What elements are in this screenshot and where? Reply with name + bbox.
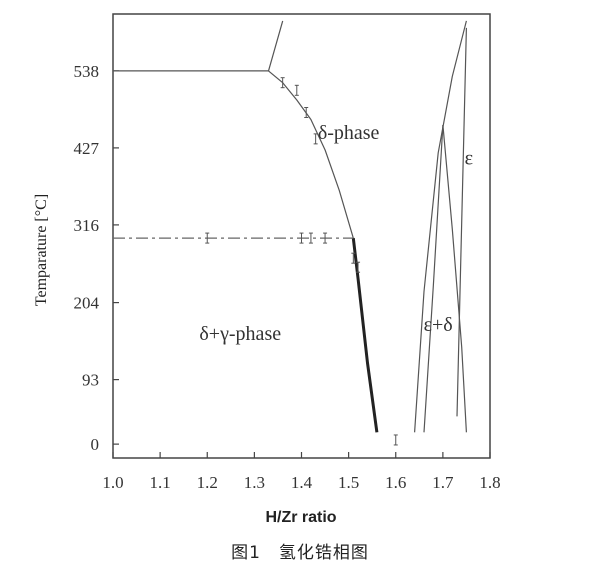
data-point: [323, 232, 328, 244]
y-tick-label: 204: [74, 294, 100, 313]
y-axis-ticks: 0 93 204 316 427 538: [74, 62, 119, 454]
region-label-delta-gamma-phase: δ+γ-phase: [199, 323, 281, 345]
series-delta-boundary-lower: [351, 237, 379, 433]
x-tick-label: 1.1: [150, 473, 171, 492]
x-tick-label: 1.5: [338, 473, 359, 492]
region-labels-layer: δ-phase δ+γ-phase ε+δ ε: [199, 122, 473, 345]
y-tick-label: 93: [82, 371, 99, 390]
region-label-delta-phase: δ-phase: [318, 122, 380, 144]
data-point: [313, 133, 318, 145]
y-tick-label: 316: [74, 216, 100, 235]
series-delta-boundary-upper: [113, 70, 354, 239]
series-epsilon-delta-inner-left: [423, 124, 444, 433]
y-tick-label: 427: [74, 139, 100, 158]
series-epsilon-delta-right: [442, 124, 467, 433]
x-tick-label: 1.2: [197, 473, 218, 492]
x-tick-label: 1.6: [385, 473, 406, 492]
data-point: [308, 232, 313, 244]
x-axis-title: H/Zr ratio: [265, 509, 336, 526]
y-tick-label: 0: [91, 435, 100, 454]
y-tick-label: 538: [74, 62, 100, 81]
data-point: [280, 77, 285, 89]
data-point: [294, 84, 299, 96]
data-point: [299, 232, 304, 244]
series-epsilon-right-boundary: [456, 27, 467, 417]
x-tick-label: 1.0: [102, 473, 123, 492]
region-label-epsilon: ε: [465, 148, 473, 170]
x-tick-label: 1.4: [291, 473, 313, 492]
data-point: [304, 107, 309, 119]
series-delta-boundary-upper-short: [267, 20, 284, 72]
x-tick-label: 1.8: [479, 473, 500, 492]
data-point: [351, 252, 356, 264]
data-points-layer: [205, 77, 398, 446]
series-layer: [113, 20, 467, 433]
x-tick-label: 1.3: [244, 473, 265, 492]
data-point: [393, 434, 398, 446]
series-epsilon-delta-left: [414, 20, 467, 433]
y-axis-title: Temparature [°C]: [33, 194, 50, 306]
data-point: [356, 261, 361, 273]
x-tick-label: 1.7: [432, 473, 454, 492]
x-axis-ticks: 1.0 1.1 1.2 1.3 1.4 1.5 1.6 1.7 1.8: [102, 452, 501, 492]
data-point: [205, 232, 210, 244]
region-label-epsilon-delta: ε+δ: [424, 314, 453, 336]
figure-caption: 图1 氢化锆相图: [231, 543, 369, 563]
